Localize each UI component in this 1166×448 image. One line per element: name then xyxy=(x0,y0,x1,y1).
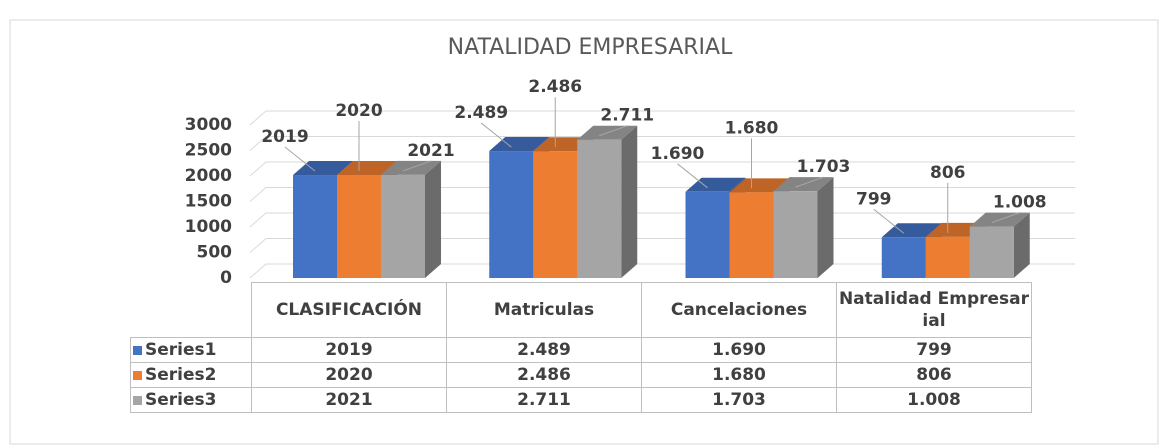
category-label: Natalidad Empresarial xyxy=(836,282,1032,338)
bar xyxy=(729,192,774,278)
data-label: 2.711 xyxy=(600,106,654,126)
table-header-row: CLASIFICACIÓN Matriculas Cancelaciones Nata… xyxy=(131,282,1032,338)
data-label: 806 xyxy=(930,163,966,183)
table-value: 1.680 xyxy=(641,362,837,388)
table-value: 2.711 xyxy=(446,387,642,413)
leader-line xyxy=(480,122,512,148)
bar xyxy=(881,237,926,278)
y-tick-label: 2000 xyxy=(185,166,232,186)
bar-side xyxy=(1013,212,1030,278)
bar xyxy=(969,226,1014,278)
bar-top xyxy=(293,161,353,176)
category-label: CLASIFICACIÓN xyxy=(251,282,447,338)
legend-key xyxy=(133,396,142,405)
legend-key xyxy=(133,371,142,380)
leader-line xyxy=(284,146,316,172)
table-row: Series3 2021 2.711 1.703 1.008 xyxy=(130,387,1032,413)
data-label: 2019 xyxy=(261,127,308,147)
table-value: 806 xyxy=(836,362,1032,388)
grid-line xyxy=(249,161,1075,177)
data-label: 2020 xyxy=(335,101,382,121)
bar-top xyxy=(337,160,397,175)
grid-line xyxy=(249,136,1075,151)
bar xyxy=(685,191,730,278)
leader-line xyxy=(402,160,432,172)
chart-title: NATALIDAD EMPRESARIAL xyxy=(448,35,733,60)
data-label: 1.680 xyxy=(725,118,779,138)
table-corner xyxy=(131,283,252,338)
data-label: 2.489 xyxy=(454,103,508,123)
bar xyxy=(533,151,578,278)
legend-key xyxy=(133,346,142,355)
table-value: 1.690 xyxy=(641,337,837,363)
leader-line xyxy=(677,163,708,189)
legend-cell: Series3 xyxy=(130,387,252,413)
leader-line xyxy=(795,176,824,188)
bar-side xyxy=(817,177,834,278)
legend-label: Series1 xyxy=(145,340,217,360)
bar xyxy=(337,174,381,278)
table-row: Series2 2020 2.486 1.680 806 xyxy=(130,362,1032,388)
bar-top xyxy=(729,178,790,193)
data-label: 1.703 xyxy=(797,157,851,177)
table-value: 2020 xyxy=(251,362,447,388)
data-label: 799 xyxy=(856,189,892,209)
bar-top xyxy=(685,177,746,192)
bar xyxy=(293,175,337,278)
bar-side xyxy=(425,160,441,278)
leader-line xyxy=(873,208,905,234)
y-tick-label: 0 xyxy=(220,268,232,288)
table-value: 799 xyxy=(836,337,1032,363)
category-label: Matriculas xyxy=(446,282,642,338)
bar xyxy=(925,236,970,278)
table-value: 1.008 xyxy=(836,387,1032,413)
table-value: 2021 xyxy=(251,387,447,413)
legend-label: Series3 xyxy=(145,390,217,410)
category-label: Cancelaciones xyxy=(641,282,837,338)
legend-cell: Series1 xyxy=(130,337,252,363)
y-tick-label: 1000 xyxy=(185,217,232,237)
data-table: CLASIFICACIÓN Matriculas Cancelaciones Nata… xyxy=(130,282,1032,413)
table-row: Series1 2019 2.489 1.690 799 xyxy=(130,337,1032,363)
legend-label: Series2 xyxy=(145,365,217,385)
data-label: 2.486 xyxy=(528,77,582,97)
leader-line xyxy=(991,212,1020,224)
data-label: 1.008 xyxy=(993,193,1047,213)
bar-side xyxy=(621,125,638,278)
y-tick-label: 500 xyxy=(197,243,233,263)
leader-line xyxy=(599,125,628,137)
grid-line xyxy=(249,110,1075,126)
bar xyxy=(577,139,622,278)
table-value: 1.703 xyxy=(641,387,837,413)
bar-top xyxy=(881,223,942,238)
y-tick-label: 3000 xyxy=(185,115,232,135)
legend-cell: Series2 xyxy=(130,362,252,388)
table-value: 2.489 xyxy=(446,337,642,363)
bar-top xyxy=(489,137,550,152)
bar xyxy=(773,191,818,278)
data-label: 2021 xyxy=(407,141,454,161)
bar xyxy=(489,151,534,278)
bar xyxy=(381,174,425,278)
data-label: 1.690 xyxy=(651,144,705,164)
table-value: 2019 xyxy=(251,337,447,363)
table-value: 2.486 xyxy=(446,362,642,388)
y-tick-label: 2500 xyxy=(185,141,232,161)
y-tick-label: 1500 xyxy=(185,192,232,212)
